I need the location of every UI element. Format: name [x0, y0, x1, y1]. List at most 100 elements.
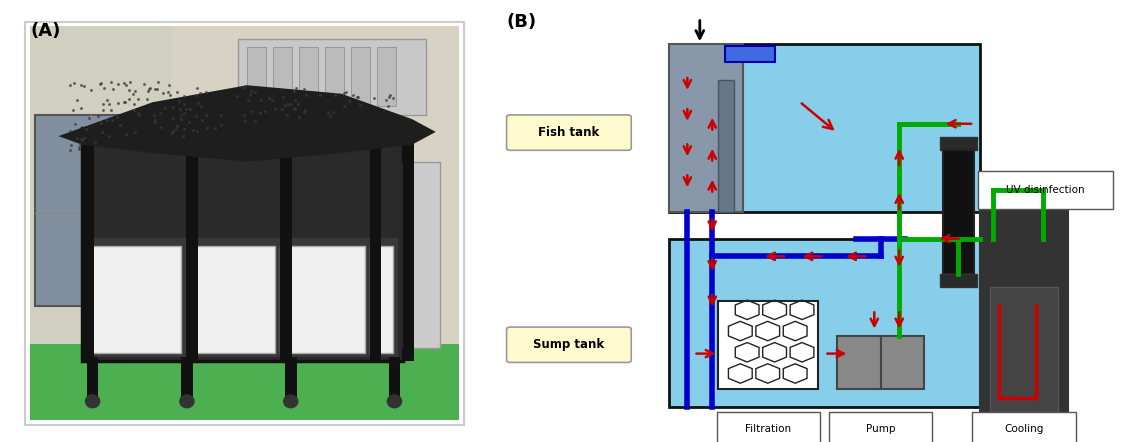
Point: [129, 109, 147, 116]
Bar: [719, 80, 734, 212]
Point: [98, 96, 116, 103]
Point: [286, 97, 304, 104]
Bar: [880, 336, 924, 389]
Point: [93, 107, 111, 114]
Point: [266, 106, 284, 113]
Point: [377, 96, 395, 103]
Point: [246, 88, 264, 95]
Point: [256, 107, 274, 114]
Point: [287, 85, 305, 92]
Point: [188, 127, 206, 134]
Bar: [989, 287, 1058, 413]
Point: [140, 86, 158, 93]
Point: [85, 139, 103, 146]
Point: [117, 81, 135, 88]
Point: [175, 100, 193, 107]
Point: [72, 105, 90, 112]
Point: [111, 122, 129, 129]
Bar: [247, 47, 266, 107]
Point: [102, 78, 120, 85]
Point: [94, 100, 112, 107]
Point: [191, 89, 209, 96]
Point: [102, 116, 120, 123]
Bar: [980, 190, 1068, 420]
Point: [351, 102, 369, 109]
Point: [149, 79, 167, 86]
Bar: [299, 47, 318, 107]
Bar: [82, 128, 403, 145]
Bar: [943, 150, 974, 274]
FancyBboxPatch shape: [506, 115, 631, 150]
Point: [145, 111, 163, 118]
Point: [146, 116, 164, 123]
Point: [181, 118, 199, 126]
Point: [253, 96, 271, 103]
Point: [67, 135, 85, 142]
Point: [152, 109, 170, 116]
Point: [80, 114, 98, 122]
Bar: [325, 47, 344, 107]
Point: [71, 141, 89, 148]
Bar: [86, 238, 398, 357]
Bar: [403, 128, 414, 361]
Bar: [724, 46, 775, 62]
Point: [108, 114, 126, 121]
Point: [188, 91, 206, 99]
Point: [152, 123, 170, 130]
Point: [171, 98, 189, 105]
Point: [159, 89, 177, 96]
Point: [189, 100, 207, 107]
Point: [156, 105, 174, 112]
Point: [296, 107, 314, 114]
Point: [92, 119, 110, 126]
Bar: [369, 128, 382, 361]
Point: [174, 132, 192, 139]
Point: [126, 129, 144, 136]
Point: [286, 106, 304, 113]
Point: [62, 127, 80, 134]
Bar: [719, 301, 819, 389]
Text: Pump: Pump: [866, 424, 895, 434]
Point: [335, 103, 353, 110]
Point: [99, 116, 117, 123]
Point: [285, 104, 303, 111]
Point: [285, 88, 303, 95]
Circle shape: [284, 395, 298, 408]
Bar: [285, 357, 296, 399]
Bar: [185, 128, 198, 361]
Point: [117, 99, 135, 106]
FancyBboxPatch shape: [829, 412, 932, 442]
Point: [89, 113, 107, 120]
Point: [296, 91, 314, 98]
Bar: [91, 247, 181, 353]
Point: [212, 121, 230, 128]
Point: [120, 96, 138, 103]
Bar: [273, 47, 292, 107]
Point: [62, 141, 80, 149]
Text: Fish tank: Fish tank: [538, 126, 600, 139]
Point: [109, 80, 127, 88]
Bar: [369, 247, 393, 353]
Point: [70, 146, 88, 153]
Bar: [191, 247, 275, 353]
Bar: [82, 128, 403, 361]
Point: [121, 78, 139, 85]
Point: [173, 111, 191, 118]
Point: [261, 95, 279, 102]
Point: [193, 116, 211, 123]
Point: [139, 88, 157, 95]
Polygon shape: [58, 85, 436, 162]
Bar: [82, 128, 93, 361]
Point: [140, 85, 158, 92]
Point: [197, 89, 214, 96]
Point: [154, 90, 172, 97]
Point: [164, 103, 182, 110]
Point: [263, 96, 281, 103]
Point: [166, 126, 184, 133]
Point: [172, 115, 190, 122]
Point: [148, 85, 166, 92]
Point: [236, 118, 254, 125]
Point: [241, 91, 259, 98]
Bar: [350, 47, 369, 107]
Point: [129, 95, 147, 102]
